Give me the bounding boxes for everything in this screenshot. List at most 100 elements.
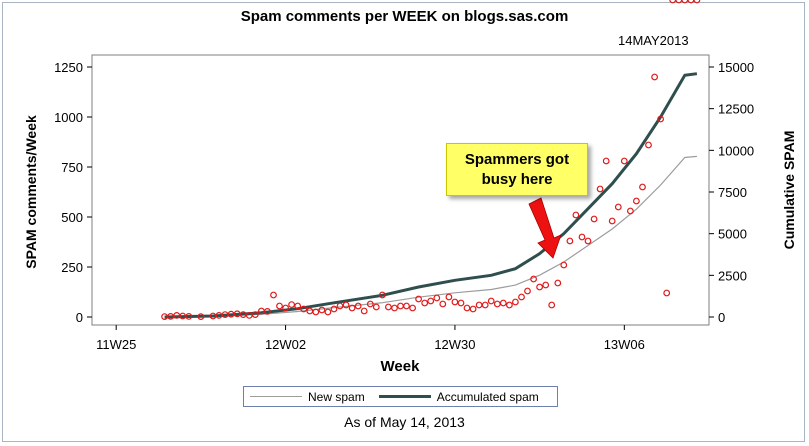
new-spam-point <box>463 304 471 312</box>
new-spam-point <box>681 0 689 4</box>
new-spam-point <box>197 313 205 321</box>
annotation-arrow <box>528 197 562 259</box>
new-spam-point <box>421 299 429 307</box>
new-spam-point <box>342 301 350 309</box>
new-spam-point <box>584 237 592 245</box>
new-spam-point <box>251 311 259 319</box>
new-spam-point <box>185 313 193 320</box>
new-spam-point <box>542 281 550 289</box>
footnote: As of May 14, 2013 <box>344 414 465 430</box>
new-spam-point <box>590 215 598 223</box>
new-spam-point <box>536 283 543 291</box>
y-right-tick-label: 15000 <box>718 60 754 75</box>
series-accumulated-spam-line <box>164 72 698 319</box>
new-spam-point <box>469 305 477 313</box>
new-spam-point <box>645 141 652 149</box>
new-spam-point <box>324 308 332 316</box>
new-spam-point <box>372 303 380 311</box>
new-spam-point <box>687 0 695 4</box>
y-right-tick-label: 7500 <box>718 185 747 200</box>
new-spam-point <box>385 303 392 311</box>
new-spam-point <box>282 304 290 312</box>
y-right-tick-label: 10000 <box>718 143 754 158</box>
new-spam-point <box>312 308 320 316</box>
new-spam-point <box>578 233 586 241</box>
new-spam-point <box>264 308 271 315</box>
new-spam-point <box>294 302 302 310</box>
new-spam-point <box>457 299 465 307</box>
new-spam-point <box>300 305 308 313</box>
new-spam-point <box>608 217 616 225</box>
y-left-tick-label: 250 <box>61 260 83 275</box>
y-right-tick-label: 0 <box>718 310 725 325</box>
chart-title: Spam comments per WEEK on blogs.sas.com <box>240 8 569 25</box>
legend-item-accumulated-spam: Accumulated spam <box>378 389 539 404</box>
new-spam-point <box>270 291 277 299</box>
new-spam-point <box>391 304 398 312</box>
new-spam-point <box>451 298 459 306</box>
new-spam-point <box>518 293 525 301</box>
new-spam-point <box>657 115 664 123</box>
legend-label-new-spam: New spam <box>308 389 365 404</box>
new-spam-point <box>512 298 519 306</box>
x-tick-label: 11W25 <box>96 337 136 352</box>
new-spam-point <box>566 237 574 245</box>
new-spam-point <box>415 295 423 303</box>
new-spam-point <box>675 0 683 4</box>
y-left-tick-label: 500 <box>61 210 83 225</box>
new-spam-point <box>663 289 671 297</box>
y-right-tick-label: 12500 <box>718 102 754 117</box>
legend-swatch-new-spam <box>250 396 302 397</box>
new-spam-point <box>379 291 386 299</box>
new-spam-point <box>627 207 634 215</box>
new-spam-point <box>397 302 404 310</box>
new-spam-point <box>427 297 435 305</box>
annotation-callout: Spammers got busy here <box>446 143 588 196</box>
new-spam-point <box>330 305 338 313</box>
x-tick-label: 13W06 <box>604 337 645 352</box>
new-spam-point <box>360 307 368 315</box>
new-spam-point <box>288 301 296 309</box>
new-spam-point <box>530 275 537 283</box>
series-new-spam-line <box>164 155 697 318</box>
new-spam-point <box>475 301 483 309</box>
new-spam-point <box>548 301 556 309</box>
new-spam-point <box>499 299 507 307</box>
legend: New spam Accumulated spam <box>243 386 558 407</box>
x-tick-label: 12W02 <box>265 337 306 352</box>
new-spam-point <box>554 279 562 287</box>
y-left-tick-label: 1250 <box>54 60 83 75</box>
new-spam-point <box>633 197 640 205</box>
x-axis-label: Week <box>380 358 420 375</box>
new-spam-point <box>403 302 410 310</box>
new-spam-point <box>572 211 580 219</box>
chart-frame <box>2 2 805 442</box>
new-spam-point <box>639 183 646 191</box>
new-spam-point <box>409 304 417 312</box>
plot-area <box>91 54 710 326</box>
y-right-tick-label: 5000 <box>718 227 747 242</box>
new-spam-point <box>524 287 531 295</box>
y-left-tick-label: 750 <box>61 160 83 175</box>
new-spam-point <box>433 294 441 302</box>
x-tick-label: 12W30 <box>434 337 475 352</box>
new-spam-point <box>596 185 604 193</box>
y-left-tick-label: 0 <box>76 310 83 325</box>
new-spam-point <box>167 313 175 320</box>
new-spam-point <box>487 297 495 305</box>
new-spam-point <box>354 302 362 310</box>
legend-swatch-accumulated-spam <box>378 395 431 398</box>
legend-label-accumulated-spam: Accumulated spam <box>436 389 539 404</box>
new-spam-point <box>693 0 701 4</box>
new-spam-point <box>336 302 344 310</box>
new-spam-point <box>651 73 658 81</box>
new-spam-point <box>318 306 326 314</box>
new-spam-point <box>439 300 447 308</box>
new-spam-point <box>445 293 453 301</box>
new-spam-point <box>276 302 283 310</box>
new-spam-point <box>560 261 568 269</box>
new-spam-point <box>602 157 610 165</box>
new-spam-point <box>506 301 513 309</box>
new-spam-point <box>348 304 356 312</box>
